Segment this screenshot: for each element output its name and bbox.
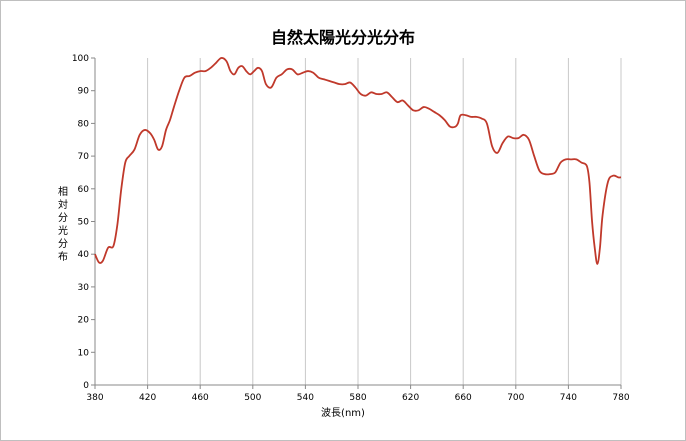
x-tick-label: 660 <box>455 393 472 403</box>
x-tick-label: 740 <box>560 393 577 403</box>
x-tick-label: 700 <box>507 393 524 403</box>
x-tick-label: 620 <box>402 393 419 403</box>
y-tick-label: 30 <box>78 283 90 293</box>
y-tick-label: 80 <box>78 119 90 129</box>
x-tick-label: 500 <box>244 393 261 403</box>
y-tick-label: 90 <box>78 87 90 97</box>
series-line <box>94 57 622 265</box>
x-tick-label: 460 <box>192 393 209 403</box>
y-axis-label: 相対分光分布 <box>58 187 68 263</box>
y-tick-label: 50 <box>78 218 90 228</box>
y-tick-label: 70 <box>78 152 90 162</box>
x-tick-label: 380 <box>86 393 103 403</box>
x-axis-label: 波長(nm) <box>321 408 365 419</box>
x-tick-label: 780 <box>612 393 629 403</box>
y-tick-label: 100 <box>72 54 89 64</box>
y-tick-label: 20 <box>78 316 90 326</box>
chart-title: 自然太陽光分光分布 <box>270 28 415 47</box>
y-tick-label: 0 <box>83 381 89 391</box>
x-tick-labels: 380 420 460 500 540 580 620 660 700 740 780 <box>86 393 629 403</box>
axes <box>91 57 622 389</box>
y-tick-label: 60 <box>78 185 90 195</box>
x-tick-label: 420 <box>139 393 156 403</box>
y-tick-labels: 0 10 20 30 40 50 60 70 80 90 100 <box>72 54 89 391</box>
series-group <box>94 57 622 265</box>
grid-lines <box>147 58 622 385</box>
x-tick-label: 580 <box>349 393 366 403</box>
y-tick-label: 10 <box>78 348 90 358</box>
y-tick-label: 40 <box>78 250 90 260</box>
x-tick-label: 540 <box>297 393 314 403</box>
